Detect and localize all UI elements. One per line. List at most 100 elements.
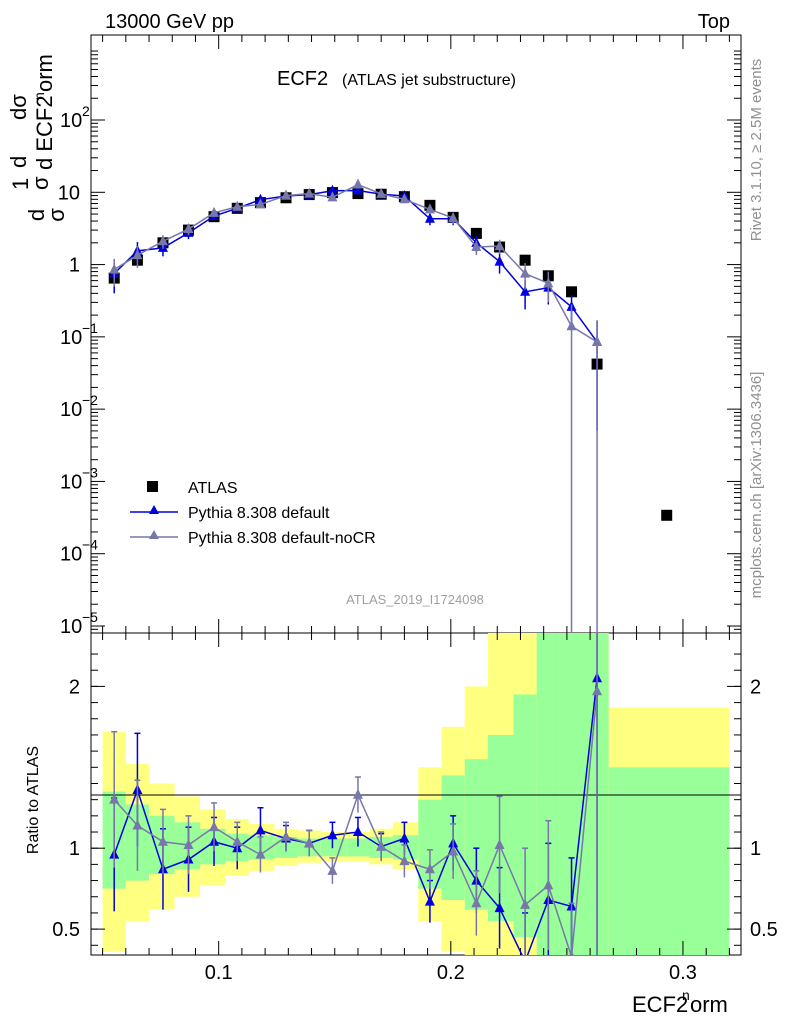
- svg-text:ECF2: ECF2: [632, 992, 688, 1017]
- ratio-uncertainty-bands: [102, 633, 730, 955]
- main-y-tick-exponent: −5: [82, 609, 98, 625]
- ratio-nocr-data-point: [543, 879, 554, 890]
- mcplots-watermark: mcplots.cern.ch [arXiv:1306.3436]: [748, 372, 765, 599]
- nocr-data-point: [566, 320, 577, 331]
- nocr-data-point: [132, 249, 143, 260]
- ratio-y-axis-title: Ratio to ATLAS: [25, 746, 42, 854]
- ratio-nocr-data-point: [352, 788, 363, 799]
- nocr-data-point: [232, 200, 243, 211]
- nocr-data-point: [448, 212, 459, 223]
- default-data-point: [352, 184, 363, 195]
- ratio-y-tick-label-right: 1: [750, 838, 761, 860]
- nocr-data-point: [520, 267, 531, 278]
- ratio-inner-band-bin: [418, 799, 442, 889]
- rivet-watermark: Rivet 3.1.10, ≥ 2.5M events: [748, 59, 765, 242]
- ratio-nocr-data-point: [569, 950, 574, 955]
- atlas-data-point: [661, 509, 673, 521]
- main-y-axis-title: d σ 1 σ d dσ d ECF2 n orm: [6, 54, 69, 222]
- ratio-nocr-data-point: [232, 835, 243, 846]
- ratio-nocr-data-point: [209, 821, 220, 832]
- main-y-tick-label: 10: [58, 182, 80, 204]
- ratio-default-data-point: [424, 895, 435, 906]
- nocr-data-point: [424, 203, 435, 214]
- header-left: 13000 GeV pp: [105, 11, 234, 33]
- nocr-data-point: [157, 235, 168, 246]
- ratio-nocr-data-point: [520, 898, 531, 909]
- svg-text:orm: orm: [690, 992, 728, 1017]
- ratio-default-data-point: [494, 902, 505, 913]
- ratio-x-tick-label: 0.2: [437, 962, 465, 984]
- ratio-inner-band-bin: [608, 767, 730, 955]
- svg-text:1: 1: [8, 178, 33, 190]
- ratio-inner-band-bin: [346, 838, 370, 857]
- nocr-data-point: [471, 241, 482, 252]
- svg-text:n: n: [31, 92, 47, 100]
- main-y-tick-label: 10: [60, 327, 82, 349]
- default-data-point: [327, 184, 338, 195]
- nocr-data-point: [183, 223, 194, 234]
- ratio-default-data-point: [520, 955, 530, 965]
- ratio-x-tick-label: 0.1: [205, 962, 233, 984]
- ratio-nocr-data-point: [424, 863, 435, 874]
- ratio-nocr-data-point: [157, 835, 168, 846]
- main-y-tick-label: 1: [69, 255, 80, 277]
- main-y-tick-exponent: −3: [82, 464, 98, 480]
- ratio-nocr-data-point: [399, 855, 410, 866]
- ratio-default-data-point: [399, 832, 410, 843]
- svg-text:orm: orm: [32, 54, 57, 92]
- nocr-data-point: [255, 198, 266, 209]
- ratio-nocr-data-point: [183, 838, 194, 849]
- nocr-data-point: [494, 240, 505, 251]
- nocr-data-point: [304, 187, 315, 198]
- ratio-nocr-data-point: [471, 897, 482, 908]
- x-axis-title: ECF2 n orm: [632, 987, 728, 1017]
- legend-default-marker: [149, 505, 159, 514]
- ratio-default-data-point: [352, 826, 363, 837]
- ratio-nocr-data-point: [281, 830, 291, 841]
- ratio-default-data-point: [255, 824, 266, 835]
- ratio-nocr-data-point: [327, 864, 338, 875]
- atlas-data-point: [519, 254, 531, 266]
- chart-title: ECF2: [277, 68, 328, 90]
- ratio-y-tick-label-right: 0.5: [750, 919, 778, 941]
- ratio-default-data-point: [327, 829, 338, 840]
- ratio-inner-band-bin: [320, 838, 347, 857]
- svg-text:dσ: dσ: [6, 94, 31, 120]
- ratio-nocr-data-point: [255, 848, 266, 859]
- nocr-data-point: [281, 189, 291, 200]
- main-y-tick-exponent: −2: [82, 392, 98, 408]
- nocr-data-point: [352, 178, 363, 189]
- atlas-data-point: [566, 286, 578, 298]
- svg-text:d: d: [6, 156, 31, 168]
- ratio-y-tick-label: 0.5: [52, 919, 80, 941]
- main-series: [108, 178, 673, 633]
- main-y-tick-exponent: −4: [82, 537, 98, 553]
- main-y-tick-label: 10: [60, 471, 82, 493]
- legend-nocr-marker: [149, 530, 159, 539]
- main-y-tick-label: 10: [60, 399, 82, 421]
- legend-label-default: Pythia 8.308 default: [188, 505, 330, 522]
- header-right: Top: [698, 11, 730, 33]
- main-y-tick-label: 10: [60, 110, 82, 132]
- ratio-axes: 0.1 0.2 0.3 0.5 0.5 1 1 2 2: [52, 653, 778, 984]
- main-y-tick-label: 10: [60, 616, 82, 638]
- svg-text:σ: σ: [28, 176, 53, 190]
- ratio-nocr-data-point: [592, 685, 603, 696]
- nocr-data-point: [543, 277, 554, 288]
- legend: ATLAS Pythia 8.308 default Pythia 8.308 …: [130, 480, 376, 547]
- analysis-watermark: ATLAS_2019_I1724098: [346, 592, 484, 607]
- chart-subtitle: (ATLAS jet substructure): [342, 72, 516, 89]
- atlas-data-point: [470, 227, 482, 239]
- legend-atlas-marker: [147, 481, 158, 492]
- ratio-inner-band-bin: [513, 694, 537, 938]
- ratio-nocr-data-point: [109, 793, 120, 804]
- main-y-tick-exponent: −1: [82, 320, 98, 336]
- ratio-nocr-data-point: [376, 840, 387, 851]
- ratio-y-tick-label: 1: [69, 838, 80, 860]
- ratio-nocr-data-point: [494, 838, 505, 849]
- ratio-nocr-data-point: [132, 819, 143, 830]
- nocr-data-point: [109, 263, 120, 274]
- svg-text:d ECF2: d ECF2: [32, 95, 57, 170]
- nocr-data-point: [592, 335, 603, 346]
